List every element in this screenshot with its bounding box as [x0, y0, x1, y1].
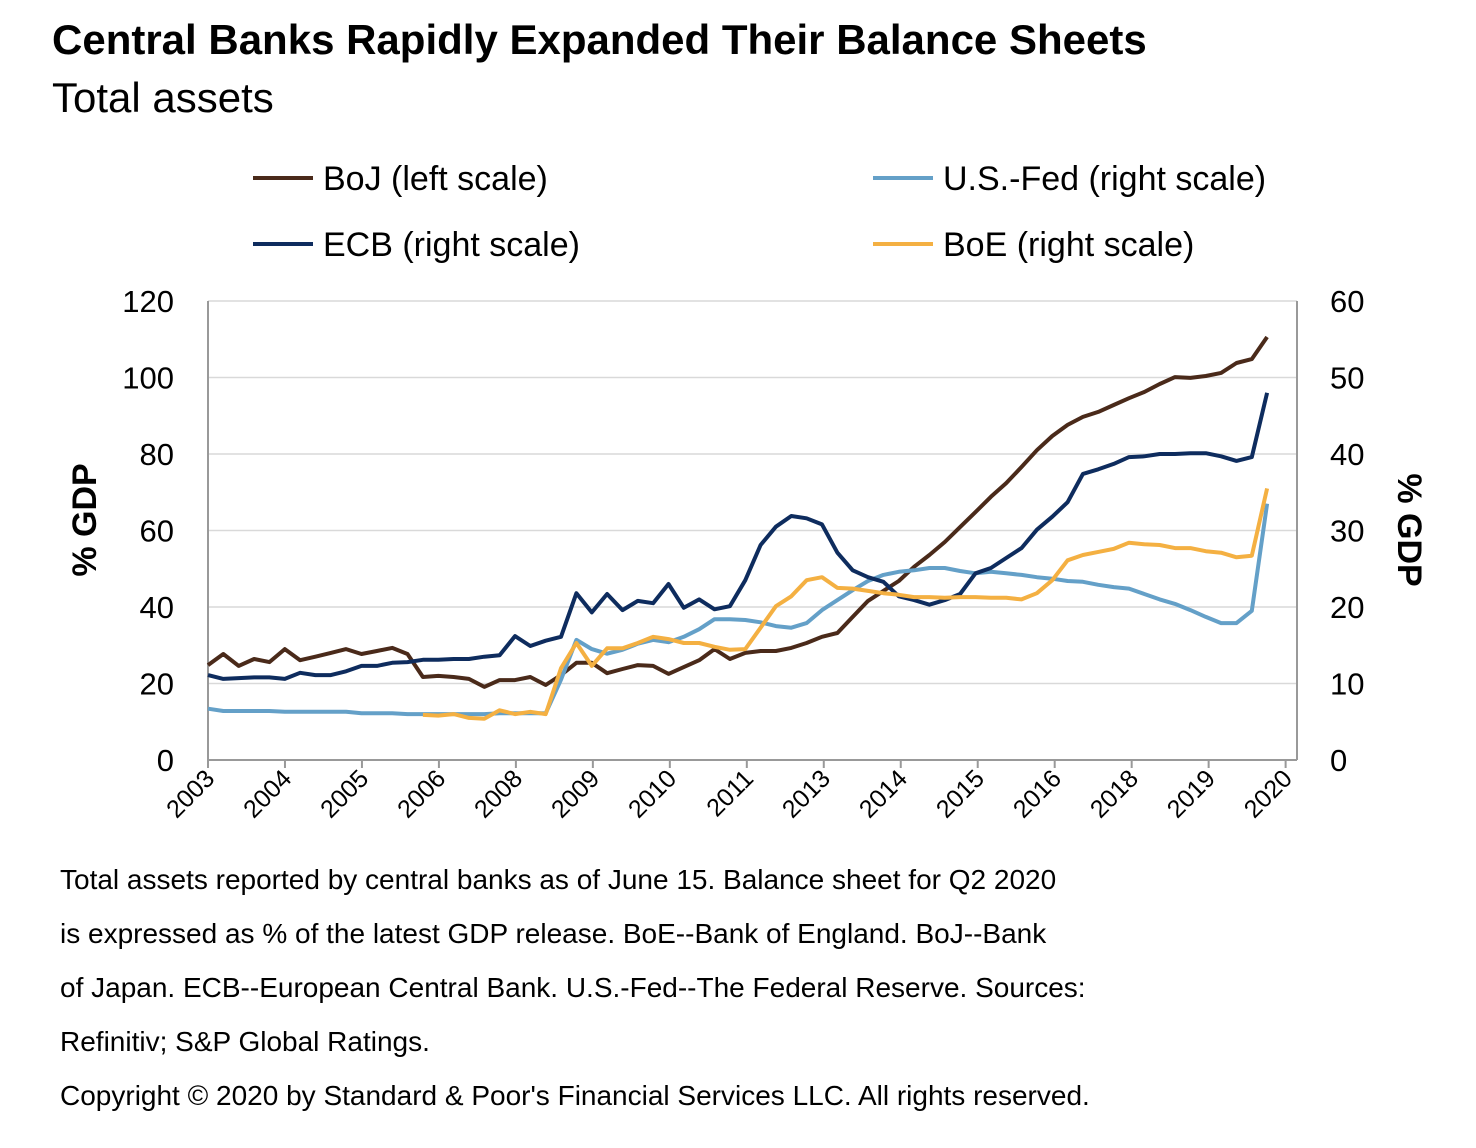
footnote-line: of Japan. ECB--European Central Bank. U.… — [60, 972, 1086, 1003]
chart-subtitle: Total assets — [52, 74, 274, 121]
series-line-ecb — [207, 392, 1270, 681]
y-tick-label-left: 20 — [140, 667, 174, 702]
y-tick-label-left: 60 — [140, 514, 174, 549]
x-tick-label: 2016 — [1008, 764, 1067, 823]
x-tick-label: 2006 — [392, 764, 451, 823]
x-tick-label: 2020 — [1239, 764, 1298, 823]
x-tick-label: 2011 — [701, 764, 759, 822]
y-tick-label-right: 50 — [1330, 361, 1364, 396]
x-tick-label: 2014 — [854, 764, 913, 823]
y-tick-label-right: 30 — [1330, 514, 1364, 549]
footnote-line: Refinitiv; S&P Global Ratings. — [60, 1026, 430, 1057]
series-line-boe — [422, 487, 1270, 721]
chart-title: Central Banks Rapidly Expanded Their Bal… — [52, 16, 1147, 63]
y-tick-label-left: 120 — [122, 284, 174, 319]
y-tick-label-left: 40 — [140, 590, 174, 625]
legend-label: BoE (right scale) — [943, 226, 1194, 264]
x-tick-label: 2015 — [931, 764, 990, 823]
x-tick-label: 2018 — [1085, 764, 1144, 823]
y-tick-label-left: 100 — [122, 361, 174, 396]
copyright-line: Copyright © 2020 by Standard & Poor's Fi… — [60, 1080, 1090, 1111]
x-tick-label: 2004 — [238, 764, 297, 823]
legend-label: BoJ (left scale) — [323, 160, 548, 198]
series-line-usfed — [207, 503, 1270, 717]
y-axis-title-right: % GDP — [1390, 473, 1428, 586]
series-line-boj — [206, 335, 1269, 689]
x-tick-label: 2019 — [1162, 764, 1221, 823]
y-tick-label-left: 80 — [140, 437, 174, 472]
y-tick-label-right: 0 — [1330, 743, 1347, 778]
footnote-line: Total assets reported by central banks a… — [60, 864, 1057, 895]
y-tick-label-left: 0 — [157, 743, 174, 778]
y-tick-label-right: 60 — [1330, 284, 1364, 319]
legend-label: ECB (right scale) — [323, 226, 580, 264]
y-axis-title-left: % GDP — [66, 463, 104, 576]
legend-label: U.S.-Fed (right scale) — [943, 160, 1266, 198]
x-tick-label: 2010 — [623, 764, 682, 823]
x-tick-label: 2009 — [546, 764, 605, 823]
y-tick-label-right: 10 — [1330, 667, 1364, 702]
footnote-line: is expressed as % of the latest GDP rele… — [60, 918, 1047, 949]
y-tick-label-right: 40 — [1330, 437, 1364, 472]
x-tick-label: 2013 — [777, 764, 836, 823]
x-tick-label: 2005 — [315, 764, 374, 823]
y-tick-label-right: 20 — [1330, 590, 1364, 625]
x-tick-label: 2008 — [469, 764, 528, 823]
